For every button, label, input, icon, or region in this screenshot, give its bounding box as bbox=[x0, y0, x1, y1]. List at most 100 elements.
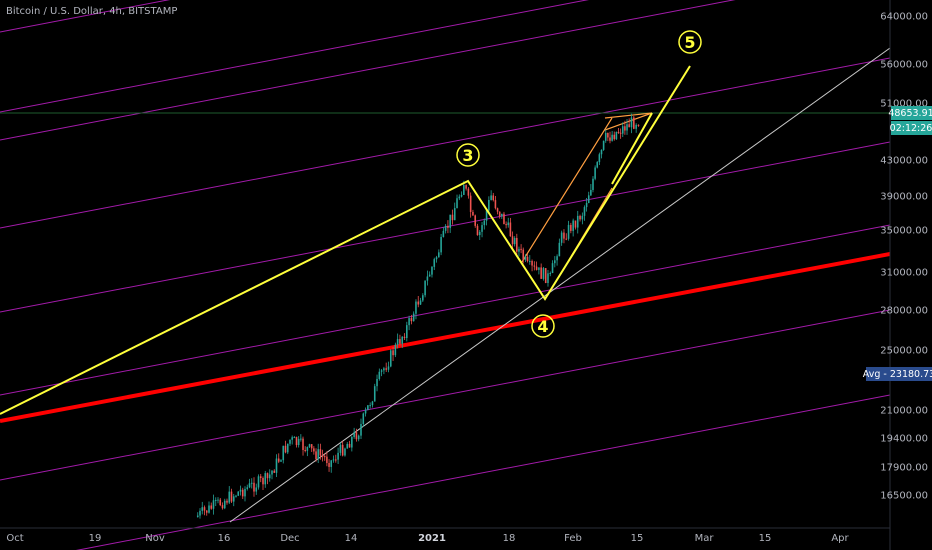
candle-body bbox=[264, 473, 267, 485]
chart-title: Bitcoin / U.S. Dollar, 4h, BITSTAMP bbox=[6, 6, 178, 17]
candle-body bbox=[433, 259, 436, 267]
candle-body bbox=[560, 232, 563, 243]
x-tick-label: Oct bbox=[6, 533, 23, 544]
candle-body bbox=[469, 195, 472, 212]
y-tick-label: 51000.00 bbox=[880, 99, 928, 110]
candle-body bbox=[520, 248, 522, 250]
candle-body bbox=[551, 263, 554, 274]
candle-body bbox=[587, 195, 590, 203]
candle-body bbox=[310, 444, 313, 449]
candle-body bbox=[271, 470, 273, 475]
y-tick-label: 43000.00 bbox=[880, 156, 928, 167]
candle-body bbox=[203, 507, 206, 511]
candle-body bbox=[417, 301, 420, 305]
candle-body bbox=[280, 460, 282, 462]
candle-body bbox=[579, 215, 581, 220]
candle-body bbox=[360, 423, 362, 436]
candle-body bbox=[387, 366, 390, 370]
candle-body bbox=[253, 482, 255, 492]
candle-body bbox=[304, 449, 306, 451]
candle-body bbox=[297, 438, 300, 446]
candle-body bbox=[565, 238, 568, 240]
x-tick-label: 2021 bbox=[418, 533, 446, 544]
axes bbox=[0, 0, 891, 550]
countdown-label: 02:12:26 bbox=[890, 123, 932, 134]
candle-body bbox=[509, 222, 512, 237]
avg-label: Avg - 23180.73 bbox=[863, 369, 932, 380]
candle-body bbox=[549, 273, 552, 275]
candle-body bbox=[458, 196, 461, 199]
candle-body bbox=[230, 491, 233, 502]
x-tick-label: Nov bbox=[145, 533, 165, 544]
avg-label-box bbox=[866, 367, 932, 381]
inner-channel-upper bbox=[521, 117, 613, 263]
candle-body bbox=[624, 126, 626, 131]
candle-body bbox=[604, 132, 607, 141]
candle-body bbox=[465, 185, 467, 189]
candle-body bbox=[583, 207, 586, 216]
candle-body bbox=[483, 220, 486, 226]
x-tick-label: 16 bbox=[218, 533, 231, 544]
candle-body bbox=[357, 435, 360, 440]
candle-body bbox=[619, 132, 622, 134]
candle-body bbox=[353, 432, 355, 437]
candle-body bbox=[376, 378, 378, 387]
candle-body bbox=[611, 134, 613, 141]
candle-body bbox=[262, 478, 264, 485]
candle-body bbox=[293, 437, 296, 439]
candle-body bbox=[237, 491, 240, 496]
y-tick-label: 31000.00 bbox=[880, 268, 928, 279]
candle-body bbox=[463, 185, 465, 195]
candle-body bbox=[460, 194, 463, 197]
y-axis-ticks: 64000.00 56000.00 51000.00 43000.00 39000.00… bbox=[880, 12, 928, 502]
candle-body bbox=[422, 295, 424, 301]
candle-body bbox=[556, 256, 558, 261]
y-tick-label: 35000.00 bbox=[880, 226, 928, 237]
channel-line bbox=[0, 309, 891, 481]
candle-body bbox=[257, 476, 260, 488]
candle-body bbox=[208, 505, 210, 513]
candle-body bbox=[613, 134, 616, 140]
price-labels: 48653.91 02:12:26 Avg - 23180.73 bbox=[863, 106, 932, 381]
candle-body bbox=[511, 236, 514, 245]
candle-body bbox=[424, 280, 426, 296]
candle-body bbox=[399, 339, 401, 344]
candle-body bbox=[513, 237, 516, 245]
candle-body bbox=[330, 460, 333, 467]
candle-body bbox=[426, 276, 429, 281]
candle-body bbox=[492, 195, 495, 201]
candle-body bbox=[621, 126, 624, 134]
candle-body bbox=[516, 237, 518, 252]
candle-body bbox=[408, 318, 410, 326]
channel-line bbox=[0, 57, 891, 229]
channel-line bbox=[0, 0, 736, 141]
x-tick-label: Mar bbox=[695, 533, 715, 544]
candle-body bbox=[602, 140, 605, 150]
candle-body bbox=[598, 154, 601, 163]
candle-body bbox=[335, 459, 337, 461]
y-tick-label: 39000.00 bbox=[880, 192, 928, 203]
y-tick-label: 16500.00 bbox=[880, 491, 928, 502]
candle-body bbox=[442, 230, 445, 237]
candle-body bbox=[308, 444, 311, 447]
candle-body bbox=[355, 432, 358, 440]
candle-body bbox=[626, 124, 628, 131]
candle-body bbox=[232, 496, 235, 502]
candle-body bbox=[474, 215, 477, 226]
candle-body bbox=[367, 405, 369, 410]
candle-body bbox=[212, 500, 215, 509]
candle-body bbox=[581, 215, 584, 220]
candle-body bbox=[630, 117, 633, 128]
candle-body bbox=[282, 445, 285, 461]
candle-body bbox=[415, 301, 417, 314]
candle-body bbox=[199, 510, 201, 516]
candle-body bbox=[337, 452, 339, 460]
candle-body bbox=[323, 456, 326, 458]
candle-body bbox=[315, 451, 317, 460]
candle-body bbox=[221, 505, 224, 509]
candle-body bbox=[295, 437, 298, 446]
candle-body bbox=[528, 260, 531, 262]
candle-body bbox=[364, 409, 367, 414]
candle-body bbox=[219, 499, 222, 506]
